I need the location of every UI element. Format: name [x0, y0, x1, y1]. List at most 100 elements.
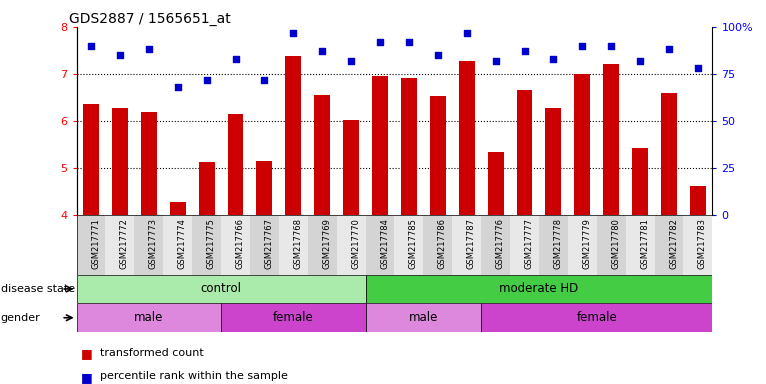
Bar: [372, 76, 388, 215]
Text: male: male: [134, 311, 163, 324]
Text: transformed count: transformed count: [100, 348, 203, 358]
Point: [374, 39, 386, 45]
Bar: [257, 161, 273, 215]
Bar: [545, 108, 561, 215]
Text: GSM217779: GSM217779: [582, 218, 591, 269]
Point: [403, 39, 415, 45]
Bar: [481, 303, 712, 332]
Bar: [516, 90, 532, 215]
Bar: [77, 215, 106, 275]
Point: [663, 46, 675, 53]
Bar: [337, 215, 365, 275]
Text: GSM217780: GSM217780: [611, 218, 620, 269]
Bar: [343, 119, 359, 215]
Bar: [308, 215, 337, 275]
Bar: [77, 303, 221, 332]
Text: GSM217775: GSM217775: [207, 218, 216, 269]
Point: [692, 65, 704, 71]
Point: [489, 58, 502, 64]
Text: ■: ■: [80, 371, 92, 384]
Text: GSM217786: GSM217786: [438, 218, 447, 269]
Bar: [574, 74, 591, 215]
Point: [432, 52, 444, 58]
Text: GSM217772: GSM217772: [120, 218, 129, 269]
Point: [85, 43, 97, 49]
Bar: [134, 215, 163, 275]
Text: GSM217767: GSM217767: [264, 218, 273, 269]
Point: [230, 56, 242, 62]
Bar: [632, 148, 648, 215]
Bar: [77, 275, 365, 303]
Text: GSM217766: GSM217766: [236, 218, 244, 269]
Text: gender: gender: [1, 313, 41, 323]
Bar: [170, 202, 185, 215]
Bar: [141, 113, 157, 215]
Bar: [221, 303, 365, 332]
Text: GSM217785: GSM217785: [409, 218, 418, 269]
Bar: [655, 215, 683, 275]
Bar: [112, 108, 128, 215]
Point: [345, 58, 357, 64]
Bar: [365, 303, 481, 332]
Text: GSM217782: GSM217782: [669, 218, 678, 269]
Text: GSM217771: GSM217771: [91, 218, 100, 269]
Text: GSM217777: GSM217777: [525, 218, 534, 269]
Bar: [510, 215, 539, 275]
Text: control: control: [201, 283, 241, 295]
Bar: [401, 78, 417, 215]
Text: GSM217787: GSM217787: [466, 218, 476, 269]
Bar: [424, 215, 452, 275]
Point: [634, 58, 647, 64]
Bar: [83, 104, 99, 215]
Bar: [430, 96, 446, 215]
Text: GSM217769: GSM217769: [322, 218, 331, 269]
Text: GDS2887 / 1565651_at: GDS2887 / 1565651_at: [69, 12, 231, 25]
Point: [576, 43, 588, 49]
Bar: [106, 215, 134, 275]
Bar: [459, 61, 475, 215]
Bar: [481, 215, 510, 275]
Bar: [452, 215, 481, 275]
Point: [172, 84, 184, 90]
Point: [142, 46, 155, 53]
Bar: [365, 275, 712, 303]
Point: [605, 43, 617, 49]
Bar: [690, 186, 706, 215]
Text: ■: ■: [80, 348, 92, 361]
Bar: [604, 64, 619, 215]
Bar: [365, 215, 394, 275]
Text: disease state: disease state: [1, 284, 75, 294]
Bar: [314, 95, 330, 215]
Bar: [198, 162, 214, 215]
Bar: [539, 215, 568, 275]
Point: [201, 76, 213, 83]
Bar: [394, 215, 424, 275]
Bar: [228, 114, 244, 215]
Bar: [163, 215, 192, 275]
Point: [114, 52, 126, 58]
Text: male: male: [409, 311, 438, 324]
Point: [258, 76, 270, 83]
Point: [519, 48, 531, 55]
Point: [460, 30, 473, 36]
Bar: [286, 56, 301, 215]
Text: GSM217783: GSM217783: [698, 218, 707, 269]
Point: [547, 56, 559, 62]
Bar: [279, 215, 308, 275]
Text: percentile rank within the sample: percentile rank within the sample: [100, 371, 287, 381]
Bar: [488, 152, 503, 215]
Bar: [626, 215, 655, 275]
Point: [316, 48, 329, 55]
Text: female: female: [576, 311, 617, 324]
Text: GSM217781: GSM217781: [640, 218, 649, 269]
Text: GSM217768: GSM217768: [293, 218, 303, 269]
Text: female: female: [273, 311, 314, 324]
Bar: [192, 215, 221, 275]
Text: GSM217774: GSM217774: [178, 218, 187, 269]
Bar: [661, 93, 677, 215]
Text: GSM217778: GSM217778: [553, 218, 562, 269]
Bar: [683, 215, 712, 275]
Text: GSM217773: GSM217773: [149, 218, 158, 269]
Bar: [221, 215, 250, 275]
Text: GSM217770: GSM217770: [351, 218, 360, 269]
